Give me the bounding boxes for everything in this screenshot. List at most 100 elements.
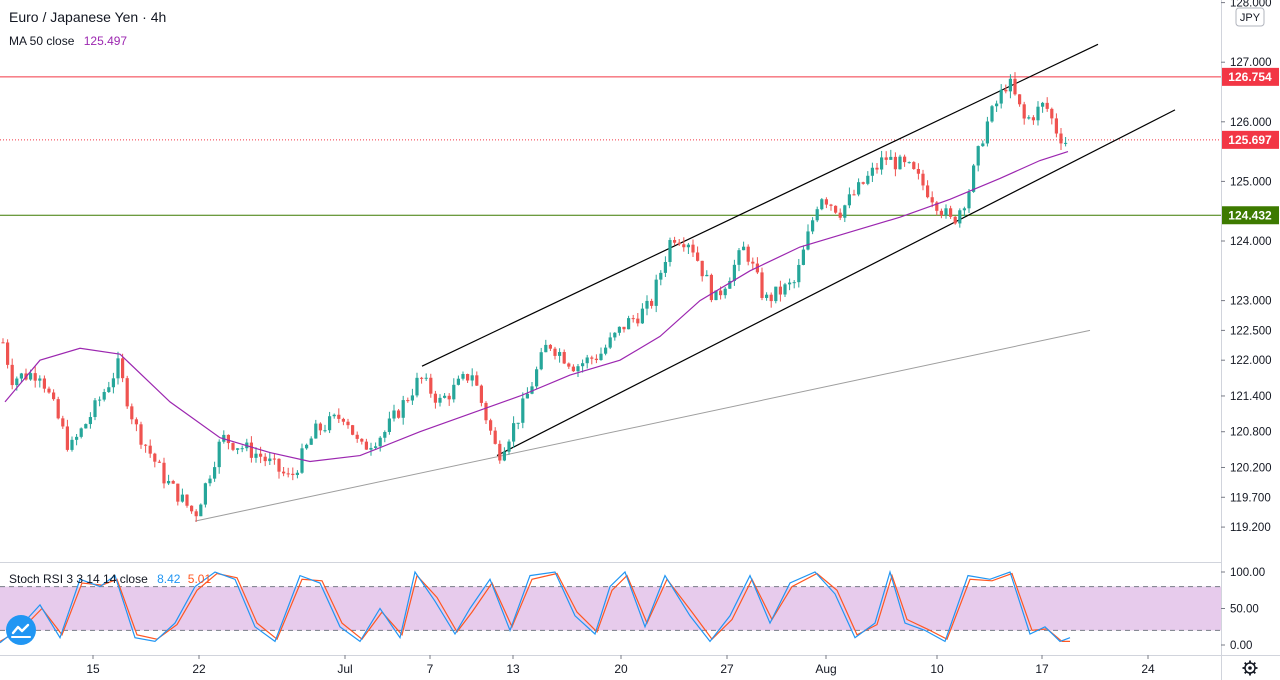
- x-tick-label: 13: [506, 662, 520, 676]
- candle-body: [213, 467, 217, 479]
- candle-body: [875, 167, 879, 170]
- x-tick-label: 10: [930, 662, 944, 676]
- candle-body: [1054, 118, 1058, 134]
- ma-value: 125.497: [83, 34, 128, 48]
- y-tick-label: 125.000: [1230, 176, 1272, 188]
- candle-body: [33, 373, 37, 381]
- candle-body: [383, 431, 387, 438]
- long-trendline[interactable]: [194, 329, 1091, 522]
- currency-badge[interactable]: [1235, 7, 1265, 27]
- candle-body: [438, 397, 442, 403]
- candle-body: [985, 121, 989, 144]
- candle-body: [783, 284, 787, 295]
- candle-body: [719, 290, 723, 296]
- candle-body: [70, 439, 74, 450]
- candle-body: [668, 240, 672, 263]
- candle-body: [912, 162, 916, 170]
- candle-body: [535, 369, 539, 387]
- candle-body: [737, 250, 741, 265]
- candle-body: [976, 146, 980, 166]
- candle-body: [130, 406, 134, 420]
- ma-label: MA 50 close: [9, 34, 75, 48]
- candle-body: [107, 387, 111, 393]
- candle-body: [420, 377, 424, 379]
- candle-body: [760, 272, 764, 298]
- candle-body: [1022, 104, 1026, 119]
- candle-body: [392, 410, 396, 419]
- y-tick-label: 122.000: [1230, 355, 1272, 367]
- candle-body: [838, 212, 842, 218]
- candle-body: [843, 205, 847, 218]
- x-tick-label: Jul: [337, 662, 352, 676]
- candle-body: [116, 358, 120, 379]
- candle-body: [1008, 78, 1012, 92]
- tradingview-logo-icon[interactable]: [6, 615, 36, 645]
- candle-body: [949, 208, 953, 217]
- stoch-y-tick-label: 100.00: [1230, 567, 1265, 579]
- candle-body: [870, 167, 874, 176]
- candle-body: [884, 157, 888, 160]
- candle-body: [10, 364, 14, 386]
- candle-body: [374, 446, 378, 448]
- candle-body: [328, 416, 332, 431]
- candle-body: [562, 352, 566, 364]
- candle-body: [916, 169, 920, 174]
- candle-body: [98, 399, 102, 401]
- candle-body: [461, 374, 465, 379]
- candle-body: [346, 421, 350, 426]
- y-tick-label: 127.000: [1230, 57, 1272, 69]
- candle-body: [217, 441, 221, 468]
- candle-body: [194, 511, 198, 517]
- price-label: 125.697: [1228, 133, 1272, 147]
- candle-body: [742, 246, 746, 251]
- candle-body: [797, 264, 801, 283]
- x-tick-label: 20: [614, 662, 628, 676]
- candle-body: [645, 300, 649, 309]
- candle-body: [567, 363, 571, 367]
- candle-body: [1027, 117, 1031, 119]
- candle-body: [153, 453, 157, 462]
- candle-body: [889, 156, 893, 160]
- candle-body: [277, 458, 281, 472]
- candle-body: [723, 288, 727, 296]
- candle-body: [1004, 89, 1008, 92]
- candle-body: [134, 419, 138, 425]
- candle-body: [930, 197, 934, 203]
- channel-lower-line[interactable]: [496, 109, 1176, 457]
- candle-body: [466, 374, 470, 381]
- candle-body: [203, 483, 207, 505]
- candle-body: [903, 156, 907, 163]
- candle-body: [507, 441, 511, 452]
- candle-body: [268, 458, 272, 462]
- candle-body: [852, 194, 856, 196]
- candle-body: [351, 425, 355, 435]
- candle-body: [613, 332, 617, 338]
- gear-tooth: [1244, 662, 1248, 666]
- channel-upper-line[interactable]: [421, 43, 1099, 367]
- candle-body: [548, 344, 552, 349]
- candle-body: [6, 342, 10, 365]
- candle-body: [314, 423, 318, 439]
- stoch-d-line: [0, 572, 1070, 642]
- candle-body: [199, 504, 203, 517]
- candle-body: [525, 393, 529, 399]
- candle-body: [318, 423, 322, 431]
- candle-body: [801, 249, 805, 265]
- candle-body: [286, 473, 290, 475]
- candle-body: [677, 242, 681, 245]
- x-tick-label: 24: [1141, 662, 1155, 676]
- candle-body: [300, 448, 304, 473]
- candle-body: [709, 274, 713, 301]
- candle-body: [539, 352, 543, 370]
- settings-gear-icon[interactable]: [1242, 660, 1258, 676]
- candle-body: [1064, 142, 1068, 144]
- candle-body: [102, 392, 106, 400]
- x-tick-label: 17: [1035, 662, 1049, 676]
- candle-body: [926, 185, 930, 198]
- y-tick-label: 120.200: [1230, 462, 1272, 474]
- candle-body: [806, 231, 810, 250]
- candle-body: [157, 461, 161, 463]
- candle-body: [190, 505, 194, 512]
